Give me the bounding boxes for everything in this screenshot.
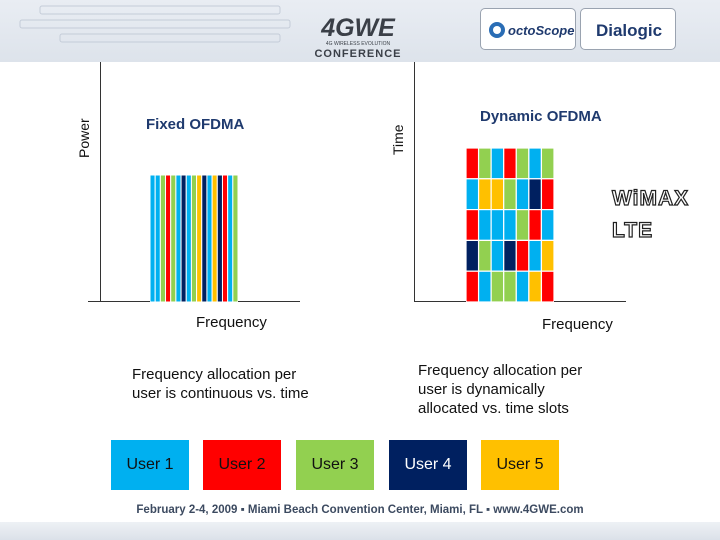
dynamic-cell-3-4 (490, 239, 505, 272)
octoscope-logo: octoScope (480, 8, 576, 50)
fixed-bar-11 (201, 175, 208, 302)
fixed-bar-10 (196, 175, 203, 302)
right-description-line-3: allocated vs. time slots (418, 400, 569, 417)
dynamic-cell-5-2 (515, 178, 530, 211)
dynamic-cell-2-5 (477, 270, 492, 302)
dynamic-cell-7-5 (540, 270, 554, 302)
legend-user-4: User 4 (389, 440, 467, 490)
left-description-line-1: Frequency allocation per (132, 366, 297, 383)
octoscope-logo-text: octoScope (508, 23, 574, 38)
dynamic-cell-6-2 (528, 178, 543, 211)
wimax-badge: WiMAX (611, 186, 690, 210)
legend-user-2: User 2 (203, 440, 281, 490)
dynamic-cell-6-4 (528, 239, 543, 272)
dynamic-cell-2-4 (477, 239, 492, 272)
dynamic-cell-7-1 (540, 148, 554, 180)
header-pattern (19, 5, 291, 43)
dynamic-cell-3-1 (490, 148, 505, 180)
dynamic-cell-1-4 (466, 239, 480, 272)
right-panel-title: Dynamic OFDMA (480, 108, 602, 125)
right-x-axis-label: Frequency (542, 316, 613, 333)
dynamic-cell-7-3 (540, 208, 554, 241)
dialogic-logo-text: Dialogic (596, 21, 662, 40)
dynamic-cell-5-1 (515, 148, 530, 180)
fixed-bar-2 (154, 175, 161, 302)
right-description: Frequency allocation per user is dynamic… (418, 361, 582, 418)
right-description-line-2: user is dynamically (418, 381, 545, 398)
legend-user-3: User 3 (296, 440, 374, 490)
right-y-axis-label: Time (390, 124, 406, 155)
dynamic-cell-5-3 (515, 208, 530, 241)
fixed-bar-16 (227, 175, 234, 302)
fixed-bar-3 (159, 175, 167, 302)
footer-bar (0, 522, 720, 540)
dynamic-cell-7-2 (540, 178, 554, 211)
dynamic-ofdma-grid (466, 148, 554, 302)
fixed-bar-6 (175, 175, 182, 302)
dynamic-cell-4-5 (503, 270, 517, 302)
dynamic-cell-3-3 (490, 208, 505, 241)
left-x-axis-label: Frequency (196, 314, 267, 331)
dynamic-cell-3-2 (490, 178, 505, 211)
left-description-line-2: user is continuous vs. time (132, 385, 309, 402)
fixed-bar-4 (165, 175, 172, 302)
dynamic-cell-1-3 (466, 208, 480, 241)
footer-text: February 2-4, 2009 ▪ Miami Beach Convent… (136, 504, 584, 516)
left-panel-title: Fixed OFDMA (146, 116, 245, 133)
fixed-bar-13 (211, 175, 218, 302)
dynamic-cell-2-3 (477, 208, 492, 241)
dynamic-cell-6-3 (528, 208, 543, 241)
fixed-bar-12 (206, 175, 213, 302)
dynamic-cell-1-5 (466, 270, 480, 302)
fixed-bar-8 (185, 175, 192, 302)
legend-user-1: User 1 (111, 440, 189, 490)
dynamic-cell-1-1 (466, 148, 480, 180)
fixed-bar-14 (216, 175, 223, 302)
dynamic-cell-7-4 (540, 239, 554, 272)
dynamic-cell-6-5 (528, 270, 543, 302)
dynamic-cell-3-5 (490, 270, 505, 302)
dynamic-cell-4-4 (503, 239, 517, 272)
logo-sub-text: CONFERENCE (314, 48, 401, 60)
dynamic-cell-4-3 (503, 208, 517, 241)
dynamic-cell-1-2 (466, 178, 480, 211)
dynamic-cell-4-1 (503, 148, 517, 180)
4gwe-logo: 4GWE 4G WIRELESS EVOLUTION CONFERENCE (314, 14, 401, 60)
right-description-line-1: Frequency allocation per (418, 362, 583, 379)
dynamic-cell-5-4 (515, 239, 530, 272)
left-y-axis-label: Power (76, 118, 92, 158)
fixed-bar-9 (190, 175, 198, 302)
logo-tagline-text: 4G WIRELESS EVOLUTION (326, 41, 391, 47)
fixed-bar-5 (170, 175, 177, 302)
dynamic-cell-6-1 (528, 148, 543, 180)
fixed-ofdma-bars (150, 175, 238, 302)
dynamic-cell-2-1 (477, 148, 492, 180)
dynamic-cell-4-2 (503, 178, 517, 211)
right-y-axis (414, 62, 415, 302)
dynamic-cell-2-2 (477, 178, 492, 211)
fixed-bar-17 (232, 175, 238, 302)
fixed-bar-15 (221, 175, 229, 302)
left-y-axis (100, 62, 101, 302)
lte-badge: LTE (611, 218, 654, 242)
dialogic-logo: Dialogic (580, 8, 676, 50)
logo-main-text: 4GWE (320, 14, 396, 42)
legend-user-5: User 5 (481, 440, 559, 490)
fixed-bar-7 (180, 175, 187, 302)
dynamic-cell-5-5 (515, 270, 530, 302)
left-description: Frequency allocation per user is continu… (132, 365, 309, 403)
fixed-bar-1 (150, 175, 156, 302)
